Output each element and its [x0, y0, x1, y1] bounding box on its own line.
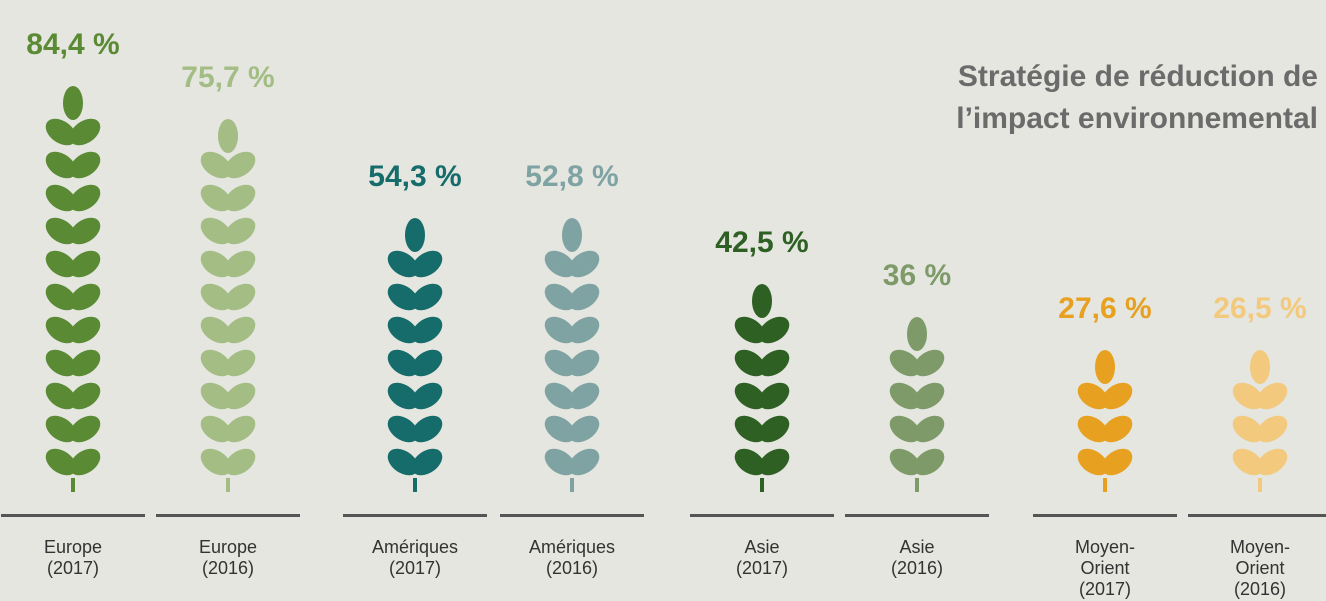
- x-tick-label: Orient: [1080, 558, 1129, 578]
- value-label: 42,5 %: [715, 226, 808, 259]
- value-label: 84,4 %: [26, 28, 119, 61]
- x-tick-label: Amériques: [529, 537, 615, 557]
- chart: Stratégie de réduction de l’impact envir…: [0, 0, 1326, 601]
- stem: [413, 478, 417, 492]
- x-tick-label: Europe: [44, 537, 102, 557]
- grain-tip: [1095, 350, 1115, 384]
- x-tick-label: Asie: [899, 537, 934, 557]
- value-label: 54,3 %: [368, 160, 461, 193]
- grain-tip: [1250, 350, 1270, 384]
- baseline: [156, 514, 300, 517]
- baseline: [845, 514, 989, 517]
- grain-tip: [752, 284, 772, 318]
- x-tick-label: (2016): [546, 558, 598, 578]
- x-tick-label: (2016): [202, 558, 254, 578]
- stem: [226, 478, 230, 492]
- value-label: 27,6 %: [1058, 292, 1151, 325]
- value-label: 75,7 %: [181, 61, 274, 94]
- baseline: [500, 514, 644, 517]
- grain-tip: [218, 119, 238, 153]
- x-tick-label: (2017): [736, 558, 788, 578]
- grain-tip: [562, 218, 582, 252]
- chart-title: Stratégie de réduction de: [958, 60, 1318, 93]
- x-tick-label: Asie: [744, 537, 779, 557]
- stem: [1103, 478, 1107, 492]
- stem: [71, 478, 75, 492]
- stem: [760, 478, 764, 492]
- baseline: [1188, 514, 1326, 517]
- baseline: [1, 514, 145, 517]
- stem: [570, 478, 574, 492]
- value-label: 52,8 %: [525, 160, 618, 193]
- stem: [915, 478, 919, 492]
- baseline: [343, 514, 487, 517]
- x-tick-label: (2016): [1234, 579, 1286, 599]
- value-label: 36 %: [883, 259, 951, 292]
- x-tick-label: Orient: [1235, 558, 1284, 578]
- grain-tip: [63, 86, 83, 120]
- value-label: 26,5 %: [1213, 292, 1306, 325]
- grain-tip: [907, 317, 927, 351]
- stem: [1258, 478, 1262, 492]
- baseline: [1033, 514, 1177, 517]
- chart-title: l’impact environnemental: [956, 102, 1318, 135]
- x-tick-label: (2017): [1079, 579, 1131, 599]
- x-tick-label: Moyen-: [1075, 537, 1135, 557]
- x-tick-label: Amériques: [372, 537, 458, 557]
- x-tick-label: (2016): [891, 558, 943, 578]
- x-tick-label: (2017): [47, 558, 99, 578]
- x-tick-label: Moyen-: [1230, 537, 1290, 557]
- grain-tip: [405, 218, 425, 252]
- x-tick-label: Europe: [199, 537, 257, 557]
- x-tick-label: (2017): [389, 558, 441, 578]
- baseline: [690, 514, 834, 517]
